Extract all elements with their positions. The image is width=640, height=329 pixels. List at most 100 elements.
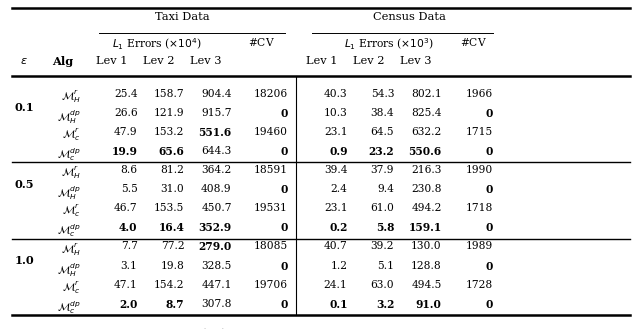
Text: 0.1: 0.1 <box>329 299 348 310</box>
Text: 364.2: 364.2 <box>202 165 232 175</box>
Text: 158.7: 158.7 <box>154 89 184 99</box>
Text: 10.3: 10.3 <box>324 108 348 118</box>
Text: 5.8: 5.8 <box>376 222 394 233</box>
Text: 5.1: 5.1 <box>377 261 394 270</box>
Text: 31.0: 31.0 <box>161 184 184 194</box>
Text: 825.4: 825.4 <box>411 108 442 118</box>
Text: $\#$CV: $\#$CV <box>460 36 487 48</box>
Text: $\mathcal{M}_c^{dp}$: $\mathcal{M}_c^{dp}$ <box>57 146 81 163</box>
Text: 0: 0 <box>280 184 288 195</box>
Text: 128.8: 128.8 <box>411 261 442 270</box>
Text: 3.2: 3.2 <box>376 299 394 310</box>
Text: 450.7: 450.7 <box>201 203 232 213</box>
Text: 77.2: 77.2 <box>161 241 184 251</box>
Text: 230.8: 230.8 <box>411 184 442 194</box>
Text: 0: 0 <box>280 222 288 233</box>
Text: 16.4: 16.4 <box>159 222 184 233</box>
Text: 61.0: 61.0 <box>371 203 394 213</box>
Text: Lev 1: Lev 1 <box>306 56 338 66</box>
Text: 1989: 1989 <box>465 241 493 251</box>
Text: 4.0: 4.0 <box>119 222 138 233</box>
Text: 154.2: 154.2 <box>154 280 184 290</box>
Text: 26.6: 26.6 <box>114 108 138 118</box>
Text: 915.7: 915.7 <box>201 108 232 118</box>
Text: 0: 0 <box>280 108 288 119</box>
Text: 63.0: 63.0 <box>371 280 394 290</box>
Text: 64.5: 64.5 <box>371 127 394 137</box>
Text: 19.8: 19.8 <box>161 261 184 270</box>
Text: 0: 0 <box>485 146 493 157</box>
Text: $L_1$ Errors ($\times 10^3$): $L_1$ Errors ($\times 10^3$) <box>344 36 434 52</box>
Text: 47.1: 47.1 <box>114 280 138 290</box>
Text: 307.8: 307.8 <box>201 299 232 309</box>
Text: 91.0: 91.0 <box>416 299 442 310</box>
Text: 46.7: 46.7 <box>114 203 138 213</box>
Text: Lev 2: Lev 2 <box>353 56 385 66</box>
Text: $\mathcal{M}_c^r$: $\mathcal{M}_c^r$ <box>62 203 81 219</box>
Text: $\mathcal{M}_c^{dp}$: $\mathcal{M}_c^{dp}$ <box>57 222 81 239</box>
Text: 802.1: 802.1 <box>411 89 442 99</box>
Text: $\mathcal{M}_H^{dp}$: $\mathcal{M}_H^{dp}$ <box>57 108 81 126</box>
Text: 0: 0 <box>485 299 493 310</box>
Text: 2.0: 2.0 <box>119 299 138 310</box>
Text: 23.1: 23.1 <box>324 203 348 213</box>
Text: $\mathcal{M}_c^{dp}$: $\mathcal{M}_c^{dp}$ <box>57 299 81 316</box>
Text: 19460: 19460 <box>254 127 288 137</box>
Text: 0: 0 <box>280 261 288 271</box>
Text: 153.5: 153.5 <box>154 203 184 213</box>
Text: 550.6: 550.6 <box>408 146 442 157</box>
Text: 447.1: 447.1 <box>201 280 232 290</box>
Text: 23.1: 23.1 <box>324 127 348 137</box>
Text: 0.9: 0.9 <box>329 146 348 157</box>
Text: 279.0: 279.0 <box>198 241 232 252</box>
Text: 3.1: 3.1 <box>121 261 138 270</box>
Text: 47.9: 47.9 <box>114 127 138 137</box>
Text: 121.9: 121.9 <box>154 108 184 118</box>
Text: 1728: 1728 <box>465 280 493 290</box>
Text: 1.2: 1.2 <box>330 261 348 270</box>
Text: 38.4: 38.4 <box>371 108 394 118</box>
Text: 352.9: 352.9 <box>198 222 232 233</box>
Text: $\mathcal{M}_H^r$: $\mathcal{M}_H^r$ <box>61 241 81 258</box>
Text: 1966: 1966 <box>466 89 493 99</box>
Text: $\mathcal{M}_c^r$: $\mathcal{M}_c^r$ <box>62 280 81 296</box>
Text: $\epsilon$: $\epsilon$ <box>20 56 28 66</box>
Text: 159.1: 159.1 <box>408 222 442 233</box>
Text: 632.2: 632.2 <box>412 127 442 137</box>
Text: 904.4: 904.4 <box>201 89 232 99</box>
Text: $\mathcal{M}_H^{dp}$: $\mathcal{M}_H^{dp}$ <box>57 261 81 279</box>
Text: 9.4: 9.4 <box>378 184 394 194</box>
Text: 0: 0 <box>485 184 493 195</box>
Text: $\mathcal{M}_H^r$: $\mathcal{M}_H^r$ <box>61 165 81 181</box>
Text: 19706: 19706 <box>254 280 288 290</box>
Text: 0: 0 <box>280 146 288 157</box>
Text: 0.1: 0.1 <box>15 102 34 114</box>
Text: 1715: 1715 <box>465 127 493 137</box>
Text: 40.7: 40.7 <box>324 241 348 251</box>
Text: $\#$CV: $\#$CV <box>248 36 275 48</box>
Text: Lev 2: Lev 2 <box>143 56 175 66</box>
Text: Alg: Alg <box>52 56 74 67</box>
Text: Lev 3: Lev 3 <box>190 56 222 66</box>
Text: Taxi Data: Taxi Data <box>155 12 210 21</box>
Text: 0: 0 <box>485 261 493 271</box>
Text: 19531: 19531 <box>254 203 288 213</box>
Text: 40.3: 40.3 <box>324 89 348 99</box>
Text: 81.2: 81.2 <box>161 165 184 175</box>
Text: Census Data: Census Data <box>373 12 446 21</box>
Text: 39.2: 39.2 <box>371 241 394 251</box>
Text: 25.4: 25.4 <box>114 89 138 99</box>
Text: $L_1$ Errors ($\times 10^4$): $L_1$ Errors ($\times 10^4$) <box>112 36 202 52</box>
Text: 408.9: 408.9 <box>201 184 232 194</box>
Text: 5.5: 5.5 <box>121 184 138 194</box>
Text: 37.9: 37.9 <box>371 165 394 175</box>
Text: Lev 1: Lev 1 <box>96 56 128 66</box>
Text: 0.2: 0.2 <box>329 222 348 233</box>
Text: 328.5: 328.5 <box>202 261 232 270</box>
Text: 551.6: 551.6 <box>198 127 232 138</box>
Text: 130.0: 130.0 <box>411 241 442 251</box>
Text: 18085: 18085 <box>253 241 288 251</box>
Text: 54.3: 54.3 <box>371 89 394 99</box>
Text: 1718: 1718 <box>465 203 493 213</box>
Text: 24.1: 24.1 <box>324 280 348 290</box>
